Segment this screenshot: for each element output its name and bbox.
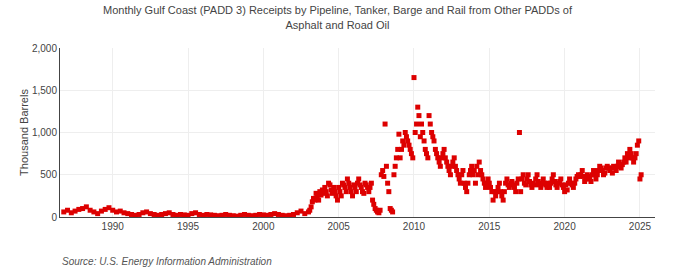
svg-text:Source: U.S. Energy Informatio: Source: U.S. Energy Information Administ… xyxy=(62,256,272,267)
svg-text:0: 0 xyxy=(51,212,57,223)
svg-text:Monthly Gulf Coast (PADD 3) Re: Monthly Gulf Coast (PADD 3) Receipts by … xyxy=(103,4,573,30)
svg-text:1,000: 1,000 xyxy=(32,127,57,138)
svg-text:2,000: 2,000 xyxy=(32,43,57,54)
svg-text:2005: 2005 xyxy=(328,221,351,232)
svg-text:Thousand Barrels: Thousand Barrels xyxy=(18,89,30,176)
svg-text:2025: 2025 xyxy=(629,221,652,232)
svg-text:1995: 1995 xyxy=(177,221,200,232)
svg-text:2015: 2015 xyxy=(478,221,501,232)
svg-text:2010: 2010 xyxy=(403,221,426,232)
svg-text:1,500: 1,500 xyxy=(32,85,57,96)
svg-text:1990: 1990 xyxy=(102,221,125,232)
svg-text:2000: 2000 xyxy=(252,221,275,232)
svg-text:2020: 2020 xyxy=(553,221,576,232)
svg-text:500: 500 xyxy=(40,169,57,180)
